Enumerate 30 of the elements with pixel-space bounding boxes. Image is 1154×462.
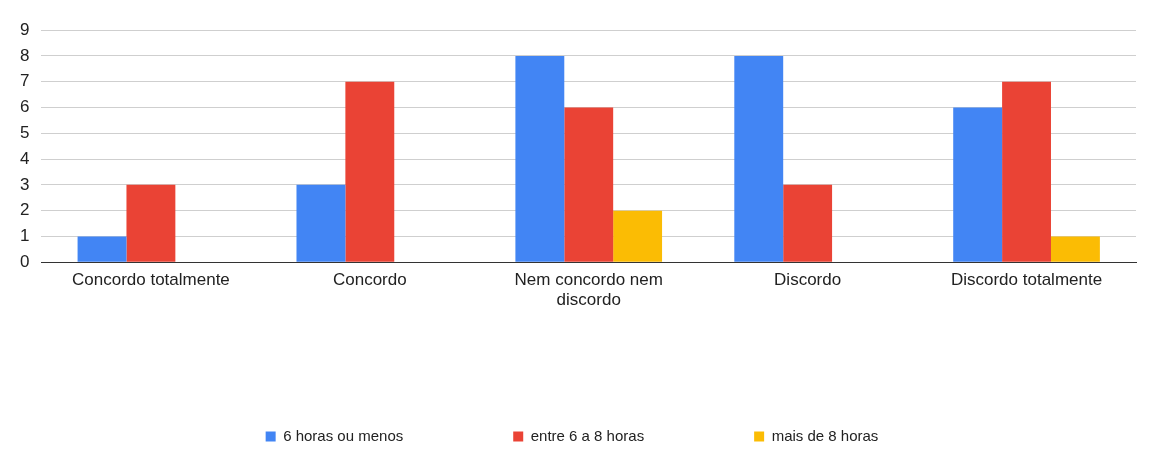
y-tick-label: 7: [19, 71, 30, 91]
y-tick-label: 6: [19, 97, 30, 117]
y-tick-label: 8: [19, 45, 30, 65]
bar: [126, 184, 176, 262]
bar: [953, 107, 1003, 262]
y-tick-label: 9: [19, 19, 30, 39]
y-tick-label: 5: [19, 123, 30, 142]
y-tick-label: 2: [19, 200, 30, 220]
bar: [1050, 236, 1100, 262]
bar: [77, 236, 127, 262]
bar: [515, 55, 565, 262]
bar: [345, 81, 395, 262]
x-tick-label: Concordo: [332, 270, 407, 290]
x-tick-label: Discordo: [774, 270, 842, 290]
y-tick-label: 3: [19, 174, 30, 194]
bar: [783, 184, 833, 262]
legend-label: mais de 8 horas: [771, 426, 879, 444]
x-tick-label: Nem concordo nem discordo: [514, 270, 663, 310]
bar: [564, 107, 614, 262]
x-tick-label: Concordo totalmente: [72, 270, 230, 290]
bar: [734, 55, 784, 262]
bar: [1002, 81, 1051, 262]
x-tick-label: Discordo totalmente: [950, 270, 1103, 290]
y-tick-label: 4: [19, 148, 30, 168]
y-tick-label: 0: [19, 251, 30, 271]
bar: [296, 184, 346, 262]
y-tick-label: 1: [19, 226, 30, 246]
bar: [613, 210, 663, 262]
legend-label: entre 6 a 8 horas: [530, 426, 645, 444]
legend-label: 6 horas ou menos: [283, 426, 404, 444]
